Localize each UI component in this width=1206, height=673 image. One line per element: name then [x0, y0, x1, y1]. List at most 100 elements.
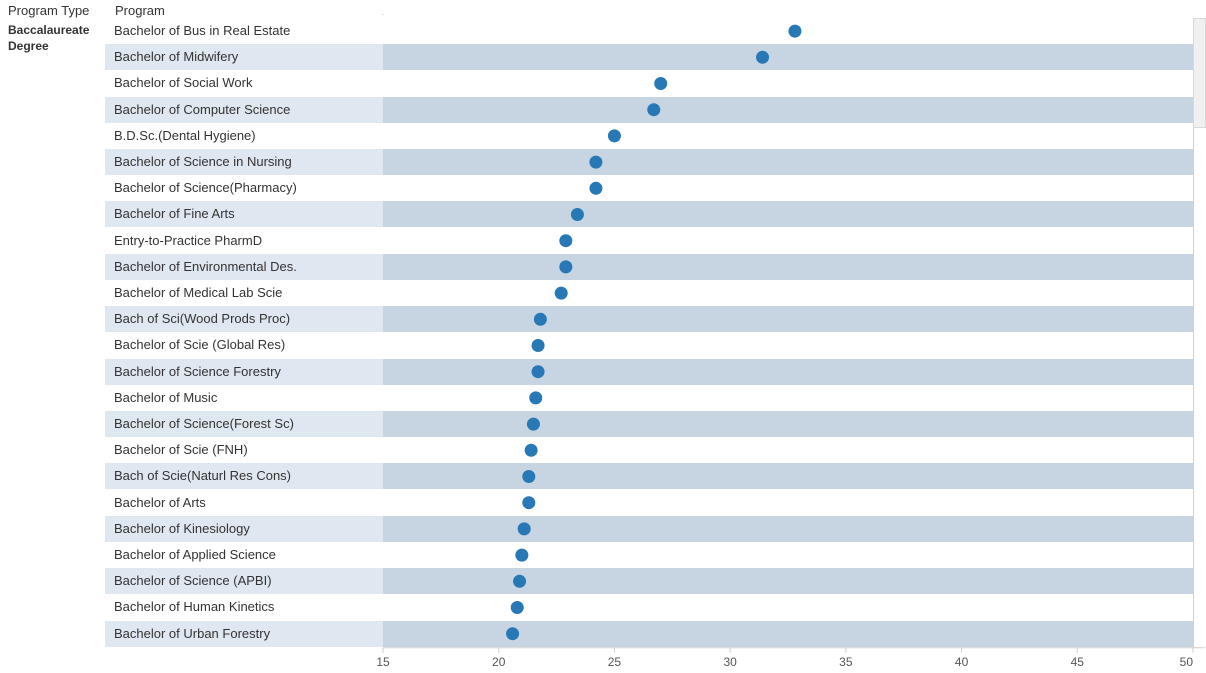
- program-name: Bachelor of Kinesiology: [114, 520, 250, 536]
- row-label-cell: Entry-to-Practice PharmD: [105, 228, 383, 254]
- program-name: B.D.Sc.(Dental Hygiene): [114, 127, 256, 143]
- data-point[interactable]: [531, 365, 545, 379]
- data-point[interactable]: [506, 627, 520, 641]
- row-band: [383, 253, 1193, 280]
- row-label-cell: Bachelor of Fine Arts: [105, 201, 383, 228]
- row-label-cell: Bachelor of Arts: [105, 490, 383, 516]
- row-band: [383, 44, 1193, 71]
- data-point[interactable]: [526, 417, 540, 431]
- program-name: Bachelor of Science (APBI): [114, 573, 272, 589]
- program-row: Bachelor of Environmental Des.: [105, 253, 1193, 280]
- row-label-cell: Bachelor of Scie (FNH): [105, 437, 383, 463]
- row-label-cell: Bachelor of Social Work: [105, 70, 383, 96]
- x-tick-label: 35: [839, 655, 853, 669]
- data-point[interactable]: [510, 601, 524, 614]
- program-row: Bachelor of Bus in Real Estate: [105, 18, 1193, 44]
- program-row: Bachelor of Science(Forest Sc): [105, 411, 1193, 437]
- data-point[interactable]: [559, 234, 573, 248]
- data-point[interactable]: [522, 470, 536, 483]
- program-name: Bachelor of Scie (Global Res): [114, 337, 286, 353]
- program-name: Bachelor of Medical Lab Scie: [114, 285, 283, 300]
- x-tick-label: 45: [1071, 655, 1085, 669]
- data-point[interactable]: [529, 391, 543, 405]
- row-label-cell: Bachelor of Medical Lab Scie: [105, 280, 383, 306]
- data-point[interactable]: [607, 129, 621, 143]
- program-row: Bachelor of Science Forestry: [105, 358, 1193, 385]
- program-name: Bachelor of Music: [114, 389, 218, 405]
- program-row: Bachelor of Scie (Global Res): [105, 332, 1193, 358]
- row-band: [383, 306, 1193, 333]
- x-tick-label: 15: [376, 655, 390, 669]
- program-name: Bachelor of Arts: [114, 494, 206, 510]
- x-tick-label: 40: [955, 655, 969, 669]
- row-label-cell: B.D.Sc.(Dental Hygiene): [105, 123, 383, 149]
- program-name: Bachelor of Urban Forestry: [114, 625, 271, 641]
- data-point[interactable]: [515, 548, 529, 562]
- program-type-header: Program Type: [8, 3, 90, 18]
- row-label-cell: Bachelor of Bus in Real Estate: [105, 18, 383, 44]
- data-point[interactable]: [513, 574, 527, 588]
- data-point[interactable]: [788, 24, 802, 38]
- data-point[interactable]: [589, 155, 603, 169]
- program-name: Entry-to-Practice PharmD: [114, 232, 263, 248]
- row-band: [383, 201, 1193, 228]
- program-name: Bachelor of Environmental Des.: [114, 258, 297, 274]
- row-label-cell: Bachelor of Midwifery: [105, 44, 383, 71]
- data-point[interactable]: [524, 443, 538, 457]
- x-tick-label: 50: [1180, 655, 1194, 669]
- row-band: [383, 411, 1193, 437]
- program-row: Bachelor of Midwifery: [105, 44, 1193, 71]
- row-label-cell: Bachelor of Kinesiology: [105, 515, 383, 542]
- row-label-cell: Bachelor of Applied Science: [105, 542, 383, 568]
- x-tick-label: 30: [723, 655, 737, 669]
- data-point[interactable]: [570, 208, 584, 221]
- row-label-cell: Bachelor of Science in Nursing: [105, 149, 383, 175]
- data-point[interactable]: [559, 260, 573, 274]
- program-name: Bachelor of Scie (FNH): [114, 442, 248, 458]
- program-row: Bach of Scie(Naturl Res Cons): [105, 463, 1193, 490]
- scrollbar[interactable]: [1193, 18, 1206, 128]
- program-name: Bachelor of Science Forestry: [114, 363, 281, 379]
- program-name: Bachelor of Science in Nursing: [114, 154, 292, 169]
- row-label-cell: Bachelor of Scie (Global Res): [105, 332, 383, 358]
- data-point[interactable]: [554, 286, 568, 300]
- row-band: [383, 463, 1193, 490]
- x-tick-label: 25: [608, 655, 622, 669]
- data-point[interactable]: [647, 103, 661, 117]
- program-header: Program: [115, 3, 165, 18]
- row-label-cell: Bachelor of Music: [105, 385, 383, 411]
- program-row: Bachelor of Applied Science: [105, 542, 1193, 568]
- data-point[interactable]: [589, 181, 603, 195]
- row-label-cell: Bachelor of Science (APBI): [105, 568, 383, 595]
- data-point[interactable]: [531, 339, 545, 352]
- program-name: Bach of Scie(Naturl Res Cons): [114, 468, 292, 484]
- row-band: [383, 149, 1193, 175]
- program-name: Bachelor of Science(Forest Sc): [114, 416, 294, 431]
- data-point[interactable]: [522, 496, 536, 510]
- row-label-cell: Bachelor of Science Forestry: [105, 358, 383, 385]
- program-type-label: Baccalaureate Degree: [8, 23, 90, 53]
- row-label-cell: Bachelor of Computer Science: [105, 96, 383, 123]
- data-point[interactable]: [654, 77, 668, 90]
- program-row: Bachelor of Science in Nursing: [105, 149, 1193, 175]
- program-row: Bachelor of Computer Science: [105, 96, 1193, 123]
- row-label-cell: Bachelor of Science(Forest Sc): [105, 411, 383, 437]
- program-name: Bach of Sci(Wood Prods Proc): [114, 311, 291, 327]
- x-tick-label: 20: [492, 655, 506, 669]
- row-label-cell: Bach of Sci(Wood Prods Proc): [105, 306, 383, 333]
- program-name: Bachelor of Computer Science: [114, 101, 291, 117]
- program-row: Bachelor of Music: [105, 385, 1193, 411]
- program-name: Bachelor of Bus in Real Estate: [114, 23, 291, 38]
- program-name: Bachelor of Fine Arts: [114, 206, 235, 222]
- program-row: Bachelor of Medical Lab Scie: [105, 280, 1193, 306]
- row-label-cell: Bachelor of Science(Pharmacy): [105, 175, 383, 201]
- data-point[interactable]: [517, 522, 531, 536]
- program-name: Bachelor of Applied Science: [114, 547, 276, 562]
- data-point[interactable]: [533, 312, 547, 326]
- program-name: Bachelor of Social Work: [114, 75, 253, 91]
- program-row: Bachelor of Scie (FNH): [105, 437, 1193, 463]
- data-point[interactable]: [756, 50, 770, 64]
- program-row: B.D.Sc.(Dental Hygiene): [105, 123, 1193, 149]
